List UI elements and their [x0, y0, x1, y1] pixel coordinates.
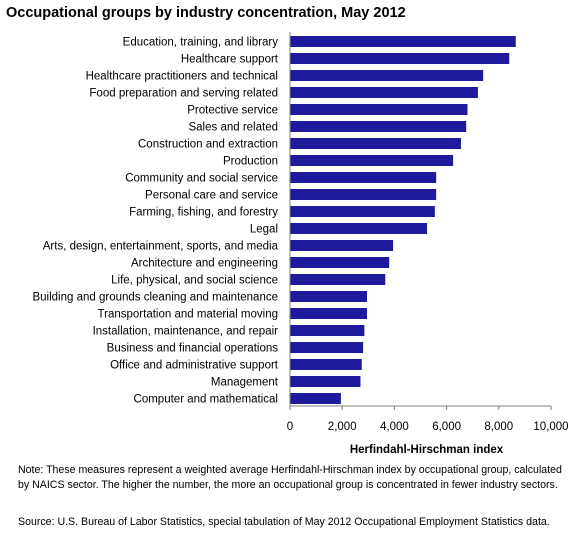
chart-source: Source: U.S. Bureau of Labor Statistics,… — [18, 516, 550, 528]
category-label: Life, physical, and social science — [111, 275, 278, 287]
bar-10 — [290, 206, 435, 217]
category-labels: Education, training, and library Healthca… — [32, 37, 278, 406]
category-label: Arts, design, entertainment, sports, and… — [43, 241, 279, 253]
bar-9 — [290, 189, 437, 200]
chart-note: Note: These measures represent a weighte… — [18, 464, 562, 491]
chart-title: Occupational groups by industry concentr… — [6, 5, 406, 21]
bar-0 — [290, 36, 516, 47]
bar-2 — [290, 70, 484, 81]
x-tick-label: 8,000 — [484, 421, 513, 433]
x-axis-title: Herfindahl-Hirschman index — [350, 444, 504, 456]
category-label: Legal — [250, 224, 278, 236]
x-tick-label: 4,000 — [380, 421, 409, 433]
category-label: Management — [211, 377, 279, 389]
bar-7 — [290, 155, 454, 166]
bar-20 — [290, 376, 361, 387]
bar-6 — [290, 138, 461, 149]
bar-18 — [290, 342, 364, 353]
category-label: Farming, fishing, and forestry — [129, 207, 278, 219]
x-axis-ticks: 0 2,000 4,000 6,000 8,000 10,000 — [287, 406, 569, 433]
bar-5 — [290, 121, 467, 132]
bar-14 — [290, 274, 386, 285]
category-label: Healthcare support — [181, 54, 279, 66]
x-tick-label: 10,000 — [533, 421, 568, 433]
bar-21 — [290, 393, 341, 404]
bar-15 — [290, 291, 367, 302]
category-label: Office and administrative support — [110, 360, 279, 372]
category-label: Community and social service — [125, 173, 278, 185]
category-label: Food preparation and serving related — [89, 88, 278, 100]
category-label: Transportation and material moving — [98, 309, 278, 321]
category-label: Installation, maintenance, and repair — [93, 326, 279, 338]
x-tick-label: 2,000 — [328, 421, 357, 433]
bar-3 — [290, 87, 478, 98]
bar-19 — [290, 359, 362, 370]
category-label: Sales and related — [188, 122, 278, 134]
bar-11 — [290, 223, 428, 234]
bar-17 — [290, 325, 365, 336]
bar-16 — [290, 308, 367, 319]
bars-layer — [290, 36, 516, 404]
x-tick-label: 6,000 — [432, 421, 461, 433]
category-label: Building and grounds cleaning and mainte… — [32, 292, 278, 304]
bar-1 — [290, 53, 510, 64]
x-tick-label: 0 — [287, 421, 293, 433]
bar-chart: Education, training, and library Healthca… — [32, 32, 569, 456]
bar-4 — [290, 104, 468, 115]
category-label: Production — [223, 156, 278, 168]
category-label: Business and financial operations — [107, 343, 279, 355]
bar-12 — [290, 240, 394, 251]
bar-8 — [290, 172, 437, 183]
category-label: Personal care and service — [145, 190, 278, 202]
bar-13 — [290, 257, 390, 268]
category-label: Computer and mathematical — [134, 394, 278, 406]
category-label: Education, training, and library — [123, 37, 279, 49]
category-label: Architecture and engineering — [131, 258, 278, 270]
category-label: Construction and extraction — [138, 139, 278, 151]
category-label: Healthcare practitioners and technical — [86, 71, 278, 83]
category-label: Protective service — [187, 105, 278, 117]
